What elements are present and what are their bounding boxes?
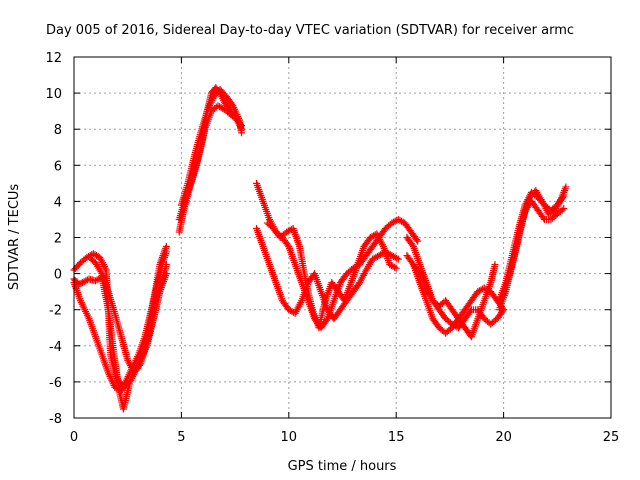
data-point xyxy=(136,361,144,369)
y-tick-label: -2 xyxy=(49,304,62,319)
data-point xyxy=(398,217,406,225)
y-tick-label: -8 xyxy=(49,412,62,427)
data-point xyxy=(394,255,402,263)
series-track-d xyxy=(87,255,170,377)
y-tick-label: 8 xyxy=(54,123,62,138)
y-tick-label: 4 xyxy=(54,195,62,210)
y-tick-label: 0 xyxy=(54,268,62,283)
x-axis-label: GPS time / hours xyxy=(288,459,397,474)
y-tick-label: 6 xyxy=(54,159,62,174)
x-tick-label: 15 xyxy=(388,430,405,445)
x-tick-label: 10 xyxy=(281,430,298,445)
x-tick-label: 20 xyxy=(495,430,512,445)
x-tick-label: 5 xyxy=(177,430,185,445)
data-point xyxy=(414,237,422,245)
data-markers xyxy=(70,84,570,413)
data-point xyxy=(238,129,246,137)
data-point xyxy=(284,241,292,249)
chart-title: Day 005 of 2016, Sidereal Day-to-day VTE… xyxy=(46,23,574,38)
series-track-o xyxy=(495,197,568,314)
data-point xyxy=(77,279,85,287)
data-point xyxy=(539,214,547,222)
series-track-m xyxy=(409,261,499,341)
data-point xyxy=(93,252,101,260)
data-point xyxy=(562,183,570,191)
series-track-c xyxy=(70,270,170,413)
data-point xyxy=(413,236,421,244)
data-point xyxy=(466,307,474,315)
y-tick-label: 10 xyxy=(45,87,62,102)
data-point xyxy=(491,261,499,269)
series-track-j xyxy=(263,219,400,332)
series-track-p xyxy=(500,183,570,299)
y-axis-label: SDTVAR / TECUs xyxy=(7,184,22,291)
x-tick-label: 0 xyxy=(70,430,78,445)
data-point xyxy=(560,205,568,213)
data-point xyxy=(408,241,416,249)
axis-ticks: 0 5 10 15 20 25 -8 -6 -4 -2 0 2 4 6 8 10 12 xyxy=(45,51,619,445)
y-tick-label: 12 xyxy=(45,51,62,66)
y-tick-label: 2 xyxy=(54,232,62,247)
gridlines xyxy=(74,57,611,418)
data-point xyxy=(477,286,485,294)
y-tick-label: -6 xyxy=(49,376,62,391)
data-point xyxy=(322,316,330,324)
data-point xyxy=(389,262,397,270)
data-point xyxy=(162,248,170,256)
x-tick-label: 25 xyxy=(603,430,620,445)
data-point xyxy=(391,263,399,271)
data-point xyxy=(162,261,170,269)
series-track-g xyxy=(177,85,246,209)
series-track-i xyxy=(253,224,402,323)
y-tick-label: -4 xyxy=(49,340,62,355)
data-point xyxy=(391,217,399,225)
data-point xyxy=(393,254,401,262)
data-point xyxy=(392,264,400,272)
data-point xyxy=(558,206,566,214)
